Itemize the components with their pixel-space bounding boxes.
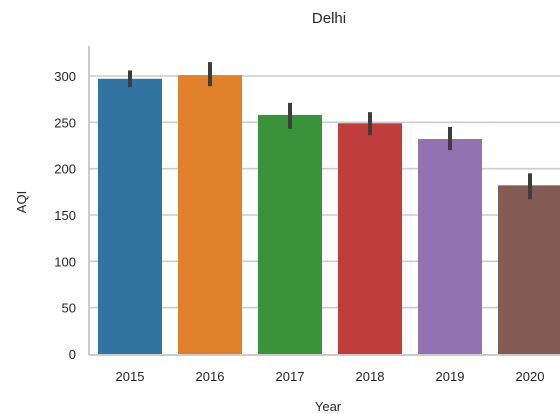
y-tick-label: 300 <box>54 69 76 84</box>
bar-2019 <box>418 139 482 354</box>
tick-labels: 0 50 100 150 200 250 300 2015 2016 2017 2018 2019 20… <box>54 69 544 384</box>
y-tick-label: 150 <box>54 208 76 223</box>
x-axis-label: Year <box>315 399 342 414</box>
y-tick-label: 250 <box>54 115 76 130</box>
x-tick-label: 2020 <box>516 369 545 384</box>
y-axis-label: AQI <box>14 191 29 213</box>
error-bars <box>128 62 532 200</box>
y-tick-label: 50 <box>62 301 76 316</box>
x-tick-label: 2015 <box>116 369 145 384</box>
bar-2018 <box>338 123 402 354</box>
x-tick-label: 2018 <box>356 369 385 384</box>
y-tick-label: 100 <box>54 254 76 269</box>
chart-title: Delhi <box>312 10 346 27</box>
bar-2017 <box>258 114 322 354</box>
x-tick-label: 2019 <box>436 369 465 384</box>
bar-2016 <box>178 75 242 354</box>
y-tick-label: 200 <box>54 162 76 177</box>
y-tick-label: 0 <box>69 347 76 362</box>
bar-2020 <box>498 185 560 354</box>
bar-2015 <box>98 78 162 354</box>
x-tick-label: 2016 <box>196 369 225 384</box>
x-tick-label: 2017 <box>276 369 305 384</box>
bars <box>98 75 560 354</box>
